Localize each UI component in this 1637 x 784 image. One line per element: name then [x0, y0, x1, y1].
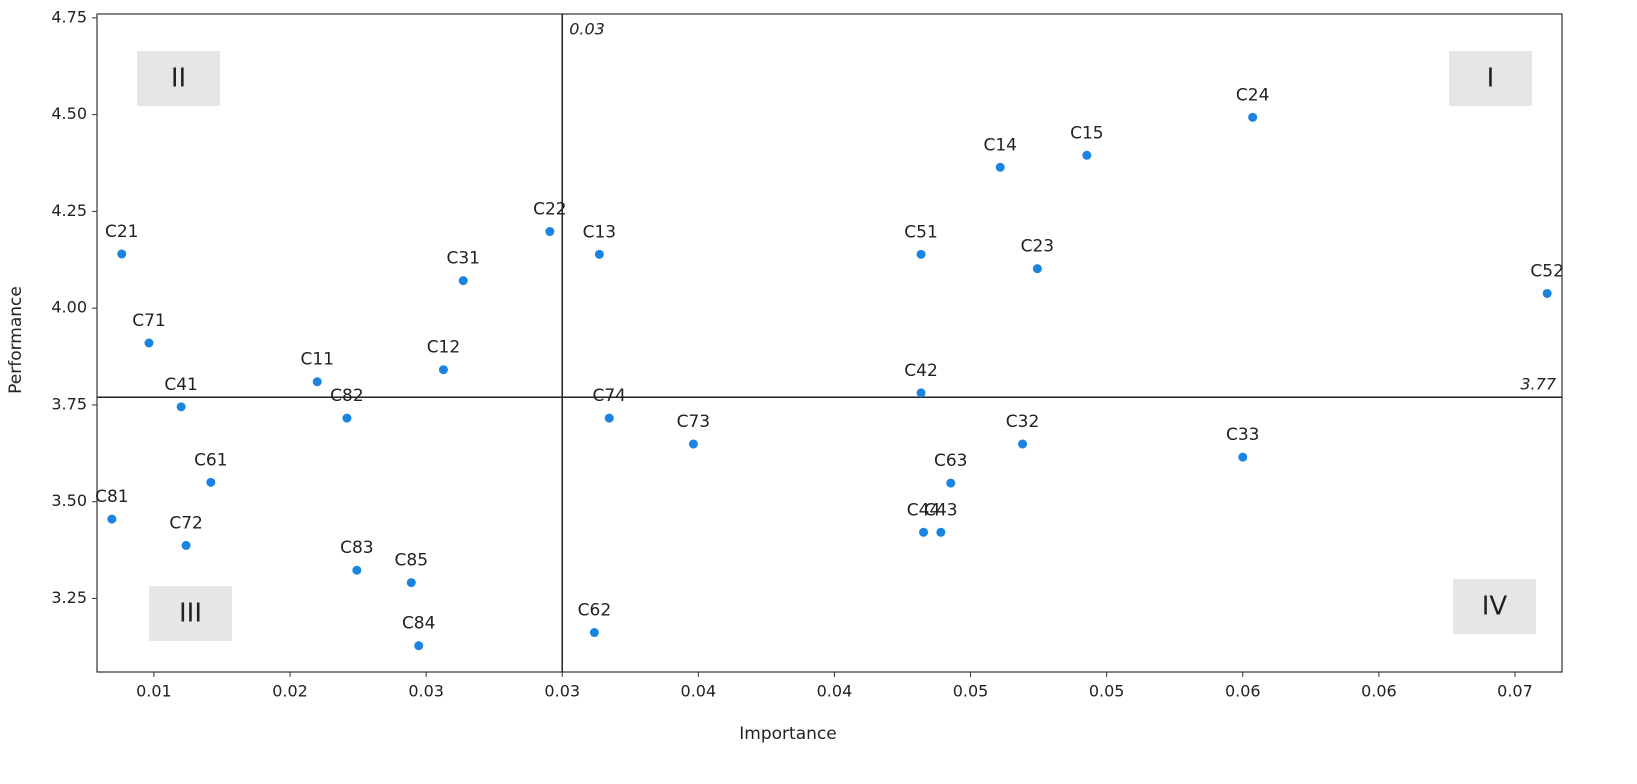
y-axis-label: Performance: [6, 286, 26, 394]
x-tick-label: 0.05: [953, 682, 989, 701]
quadrant-box: [137, 51, 220, 106]
quadrant-label: III: [179, 599, 202, 629]
point-label: C33: [1226, 425, 1260, 445]
point-label: C22: [533, 200, 567, 220]
point-label: C32: [1006, 412, 1040, 432]
point-label: C14: [983, 135, 1017, 155]
point-label: C62: [578, 601, 612, 621]
y-tick-label: 3.50: [51, 491, 87, 510]
y-tick-label: 4.25: [51, 201, 87, 220]
point: [1542, 288, 1552, 298]
quadrant-box: [1453, 579, 1536, 634]
point-label: C23: [1021, 237, 1055, 257]
point: [312, 377, 322, 387]
point-label: C41: [164, 375, 198, 395]
reference-label: 3.77: [1520, 375, 1556, 394]
point: [176, 402, 186, 412]
x-tick-label: 0.01: [136, 682, 172, 701]
point-label: C44: [907, 500, 941, 520]
point-label: C42: [904, 361, 938, 381]
point-label: C13: [583, 222, 617, 242]
point: [916, 388, 926, 398]
point: [1082, 150, 1092, 160]
point: [916, 249, 926, 259]
point: [688, 439, 698, 449]
point: [545, 227, 555, 237]
y-tick-label: 3.75: [51, 394, 87, 413]
x-tick-label: 0.03: [544, 682, 580, 701]
y-tick-label: 4.00: [51, 298, 87, 317]
x-tick-label: 0.02: [272, 682, 308, 701]
quadrant-box: [1449, 51, 1532, 106]
point: [1248, 112, 1258, 122]
point: [936, 527, 946, 537]
point-label: C43: [924, 500, 958, 520]
x-axis-label: Importance: [739, 724, 836, 744]
quadrant-label: IV: [1482, 592, 1508, 622]
point-label: C11: [300, 350, 334, 370]
point-label: C82: [330, 386, 364, 406]
point: [1238, 452, 1248, 462]
point-label: C21: [105, 222, 139, 242]
point-label: C73: [677, 412, 711, 432]
point-label: C61: [194, 450, 228, 470]
point-label: C15: [1070, 123, 1104, 143]
point: [589, 628, 599, 638]
point-label: C63: [934, 451, 968, 471]
point: [1018, 439, 1028, 449]
y-tick-label: 3.25: [51, 588, 87, 607]
point: [107, 514, 117, 524]
point: [352, 565, 362, 575]
x-tick-label: 0.04: [817, 682, 853, 701]
y-tick-label: 4.50: [51, 104, 87, 123]
point-label: C12: [427, 338, 461, 358]
point-label: C84: [402, 614, 436, 634]
x-tick-label: 0.03: [408, 682, 444, 701]
plot-frame: [96, 13, 1563, 673]
point-label: C24: [1236, 85, 1270, 105]
point-label: C85: [395, 551, 429, 571]
point-label: C83: [340, 538, 374, 558]
point: [919, 527, 929, 537]
point: [594, 249, 604, 259]
point: [406, 578, 416, 588]
y-tick-label: 4.75: [51, 7, 87, 26]
point: [414, 641, 424, 651]
point: [995, 162, 1005, 172]
quadrant-label: I: [1487, 64, 1495, 94]
x-tick-label: 0.06: [1225, 682, 1261, 701]
point: [946, 478, 956, 488]
point-label: C81: [95, 487, 129, 507]
point: [181, 540, 191, 550]
point-label: C51: [904, 222, 938, 242]
x-tick-label: 0.06: [1361, 682, 1397, 701]
point-label: C71: [132, 311, 166, 331]
reference-label: 0.03: [569, 20, 605, 39]
point: [438, 365, 448, 375]
quadrant-label: II: [171, 64, 186, 94]
point-label: C31: [446, 249, 480, 269]
point: [458, 276, 468, 286]
point-label: C74: [592, 386, 626, 406]
x-tick-label: 0.05: [1089, 682, 1125, 701]
x-tick-label: 0.07: [1497, 682, 1533, 701]
point: [604, 413, 614, 423]
x-tick-label: 0.04: [681, 682, 717, 701]
quadrant-box: [149, 586, 232, 641]
point: [144, 338, 154, 348]
point: [206, 477, 216, 487]
point-label: C52: [1530, 261, 1564, 281]
point: [342, 413, 352, 423]
point: [1032, 264, 1042, 274]
point: [117, 249, 127, 259]
point-label: C72: [169, 513, 203, 533]
